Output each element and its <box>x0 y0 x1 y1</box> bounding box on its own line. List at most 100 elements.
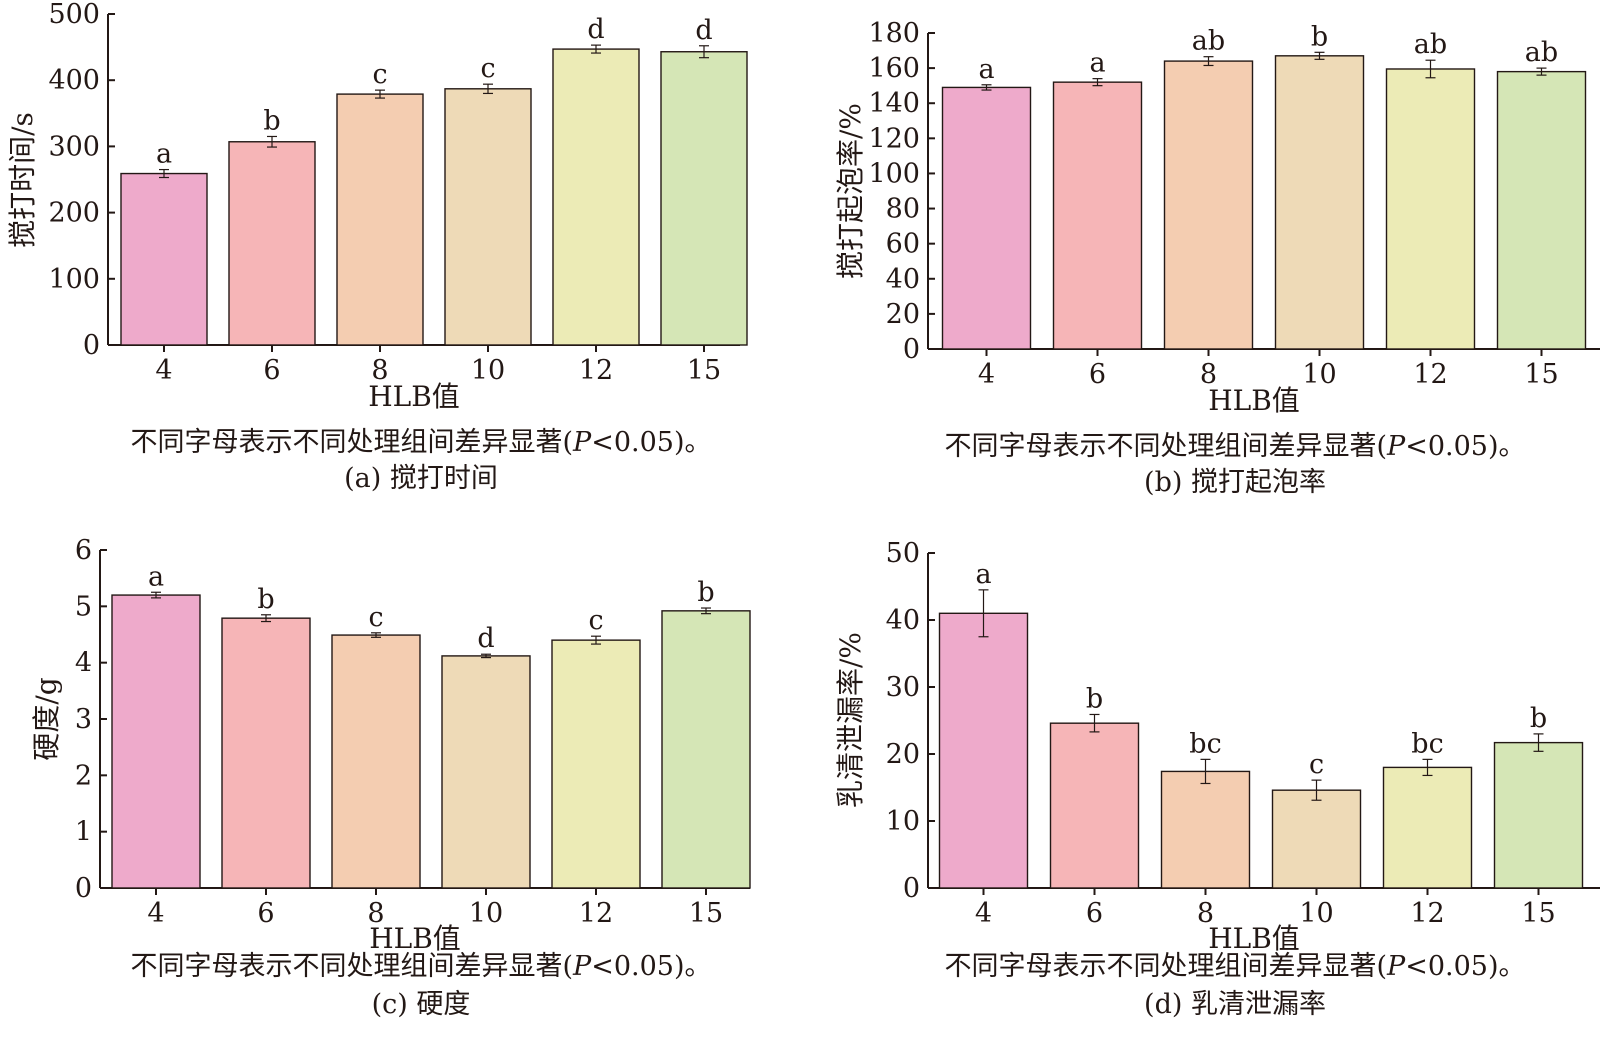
bar <box>1496 70 1587 350</box>
chart-d-note-after: <0.05)。 <box>1405 951 1526 982</box>
significance-letter: d <box>587 14 604 45</box>
y-tick-label: 0 <box>83 330 100 361</box>
x-tick-label: 12 <box>579 898 613 929</box>
y-tick-label: 80 <box>886 194 920 225</box>
y-tick-label: 2 <box>75 760 92 791</box>
y-tick-label: 120 <box>868 123 920 154</box>
significance-letter: c <box>480 53 495 84</box>
chart-c-note-after: <0.05)。 <box>591 951 712 982</box>
y-tick-label: 140 <box>868 88 920 119</box>
x-tick-label: 6 <box>1086 898 1103 929</box>
chart-b-note-before: 不同字母表示不同处理组间差异显著( <box>944 431 1388 462</box>
chart-a-note-after: <0.05)。 <box>591 427 712 458</box>
bar <box>1049 722 1140 889</box>
y-tick-label: 500 <box>48 0 100 30</box>
bar <box>444 88 532 346</box>
significance-letter: b <box>1086 683 1103 714</box>
x-tick-label: 10 <box>1299 898 1333 929</box>
x-tick-label: 8 <box>371 355 388 386</box>
chart-c-note-before: 不同字母表示不同处理组间差异显著( <box>130 951 574 982</box>
bar <box>228 141 316 346</box>
bar <box>660 51 748 346</box>
significance-letter: d <box>695 15 712 46</box>
bar <box>111 594 201 889</box>
x-tick-label: 10 <box>469 898 503 929</box>
y-tick-label: 20 <box>886 739 920 770</box>
significance-letter: c <box>1309 749 1324 780</box>
bar <box>938 612 1029 889</box>
x-tick-label: 4 <box>147 898 164 929</box>
y-axis-title: 乳清泄漏率/% <box>834 632 867 808</box>
x-tick-label: 4 <box>978 359 995 390</box>
chart-c-note: 不同字母表示不同处理组间差异显著(P<0.05)。 <box>56 944 786 983</box>
y-tick-label: 20 <box>886 299 920 330</box>
y-axis-title: 搅打时间/s <box>6 112 39 248</box>
chart-b-note: 不同字母表示不同处理组间差异显著(P<0.05)。 <box>870 424 1600 463</box>
chart-a-caption: (a) 搅打时间 <box>344 463 498 494</box>
y-tick-label: 0 <box>75 873 92 904</box>
y-tick-label: 200 <box>48 198 100 229</box>
bar <box>661 610 751 889</box>
y-tick-label: 0 <box>903 334 920 365</box>
y-tick-label: 3 <box>75 704 92 735</box>
x-tick-label: 15 <box>689 898 723 929</box>
bar <box>221 617 311 889</box>
y-axis-title: 搅打起泡率/% <box>834 103 867 279</box>
bar <box>1052 81 1143 350</box>
bar <box>1493 741 1584 889</box>
y-tick-label: 60 <box>886 229 920 260</box>
y-tick-label: 40 <box>886 264 920 295</box>
significance-letter: c <box>368 602 383 633</box>
x-tick-label: 4 <box>975 898 992 929</box>
x-tick-label: 15 <box>1524 359 1558 390</box>
x-tick-label: 8 <box>367 898 384 929</box>
bar <box>336 93 424 346</box>
significance-letter: b <box>1311 21 1328 52</box>
x-axis-title: HLB值 <box>1208 922 1300 955</box>
x-axis-title: HLB值 <box>1208 384 1300 417</box>
chart-b-caption: (b) 搅打起泡率 <box>1144 467 1326 498</box>
y-tick-label: 100 <box>868 158 920 189</box>
y-tick-label: 160 <box>868 53 920 84</box>
x-tick-label: 6 <box>257 898 274 929</box>
chart-b-note-after: <0.05)。 <box>1405 431 1526 462</box>
chart-d-note: 不同字母表示不同处理组间差异显著(P<0.05)。 <box>870 944 1600 983</box>
significance-letter: d <box>477 623 494 654</box>
x-tick-label: 12 <box>579 355 613 386</box>
x-tick-label: 15 <box>1521 898 1555 929</box>
bar <box>1382 766 1473 889</box>
x-tick-label: 10 <box>471 355 505 386</box>
x-tick-label: 8 <box>1200 359 1217 390</box>
bar <box>1163 60 1254 350</box>
y-axis-title: 硬度/g <box>30 677 63 760</box>
significance-letter: c <box>588 605 603 636</box>
x-tick-label: 15 <box>687 355 721 386</box>
y-tick-label: 4 <box>75 648 92 679</box>
chart-d-caption: (d) 乳清泄漏率 <box>1144 989 1326 1020</box>
significance-letter: ab <box>1192 26 1225 57</box>
significance-letter: a <box>978 54 994 85</box>
y-tick-label: 400 <box>48 65 100 96</box>
x-tick-label: 4 <box>155 355 172 386</box>
x-tick-label: 10 <box>1302 359 1336 390</box>
significance-letter: c <box>372 59 387 90</box>
y-tick-label: 50 <box>886 538 920 569</box>
bar <box>551 639 641 889</box>
bar <box>1271 789 1362 889</box>
y-tick-label: 30 <box>886 672 920 703</box>
significance-letter: ab <box>1414 29 1447 60</box>
y-tick-label: 300 <box>48 131 100 162</box>
x-tick-label: 6 <box>1089 359 1106 390</box>
significance-letter: b <box>1530 703 1547 734</box>
x-tick-label: 12 <box>1413 359 1447 390</box>
y-tick-label: 40 <box>886 605 920 636</box>
bar <box>941 86 1032 350</box>
bar <box>1385 68 1476 350</box>
significance-letter: a <box>148 561 164 592</box>
x-tick-label: 8 <box>1197 898 1214 929</box>
bar <box>331 634 421 889</box>
